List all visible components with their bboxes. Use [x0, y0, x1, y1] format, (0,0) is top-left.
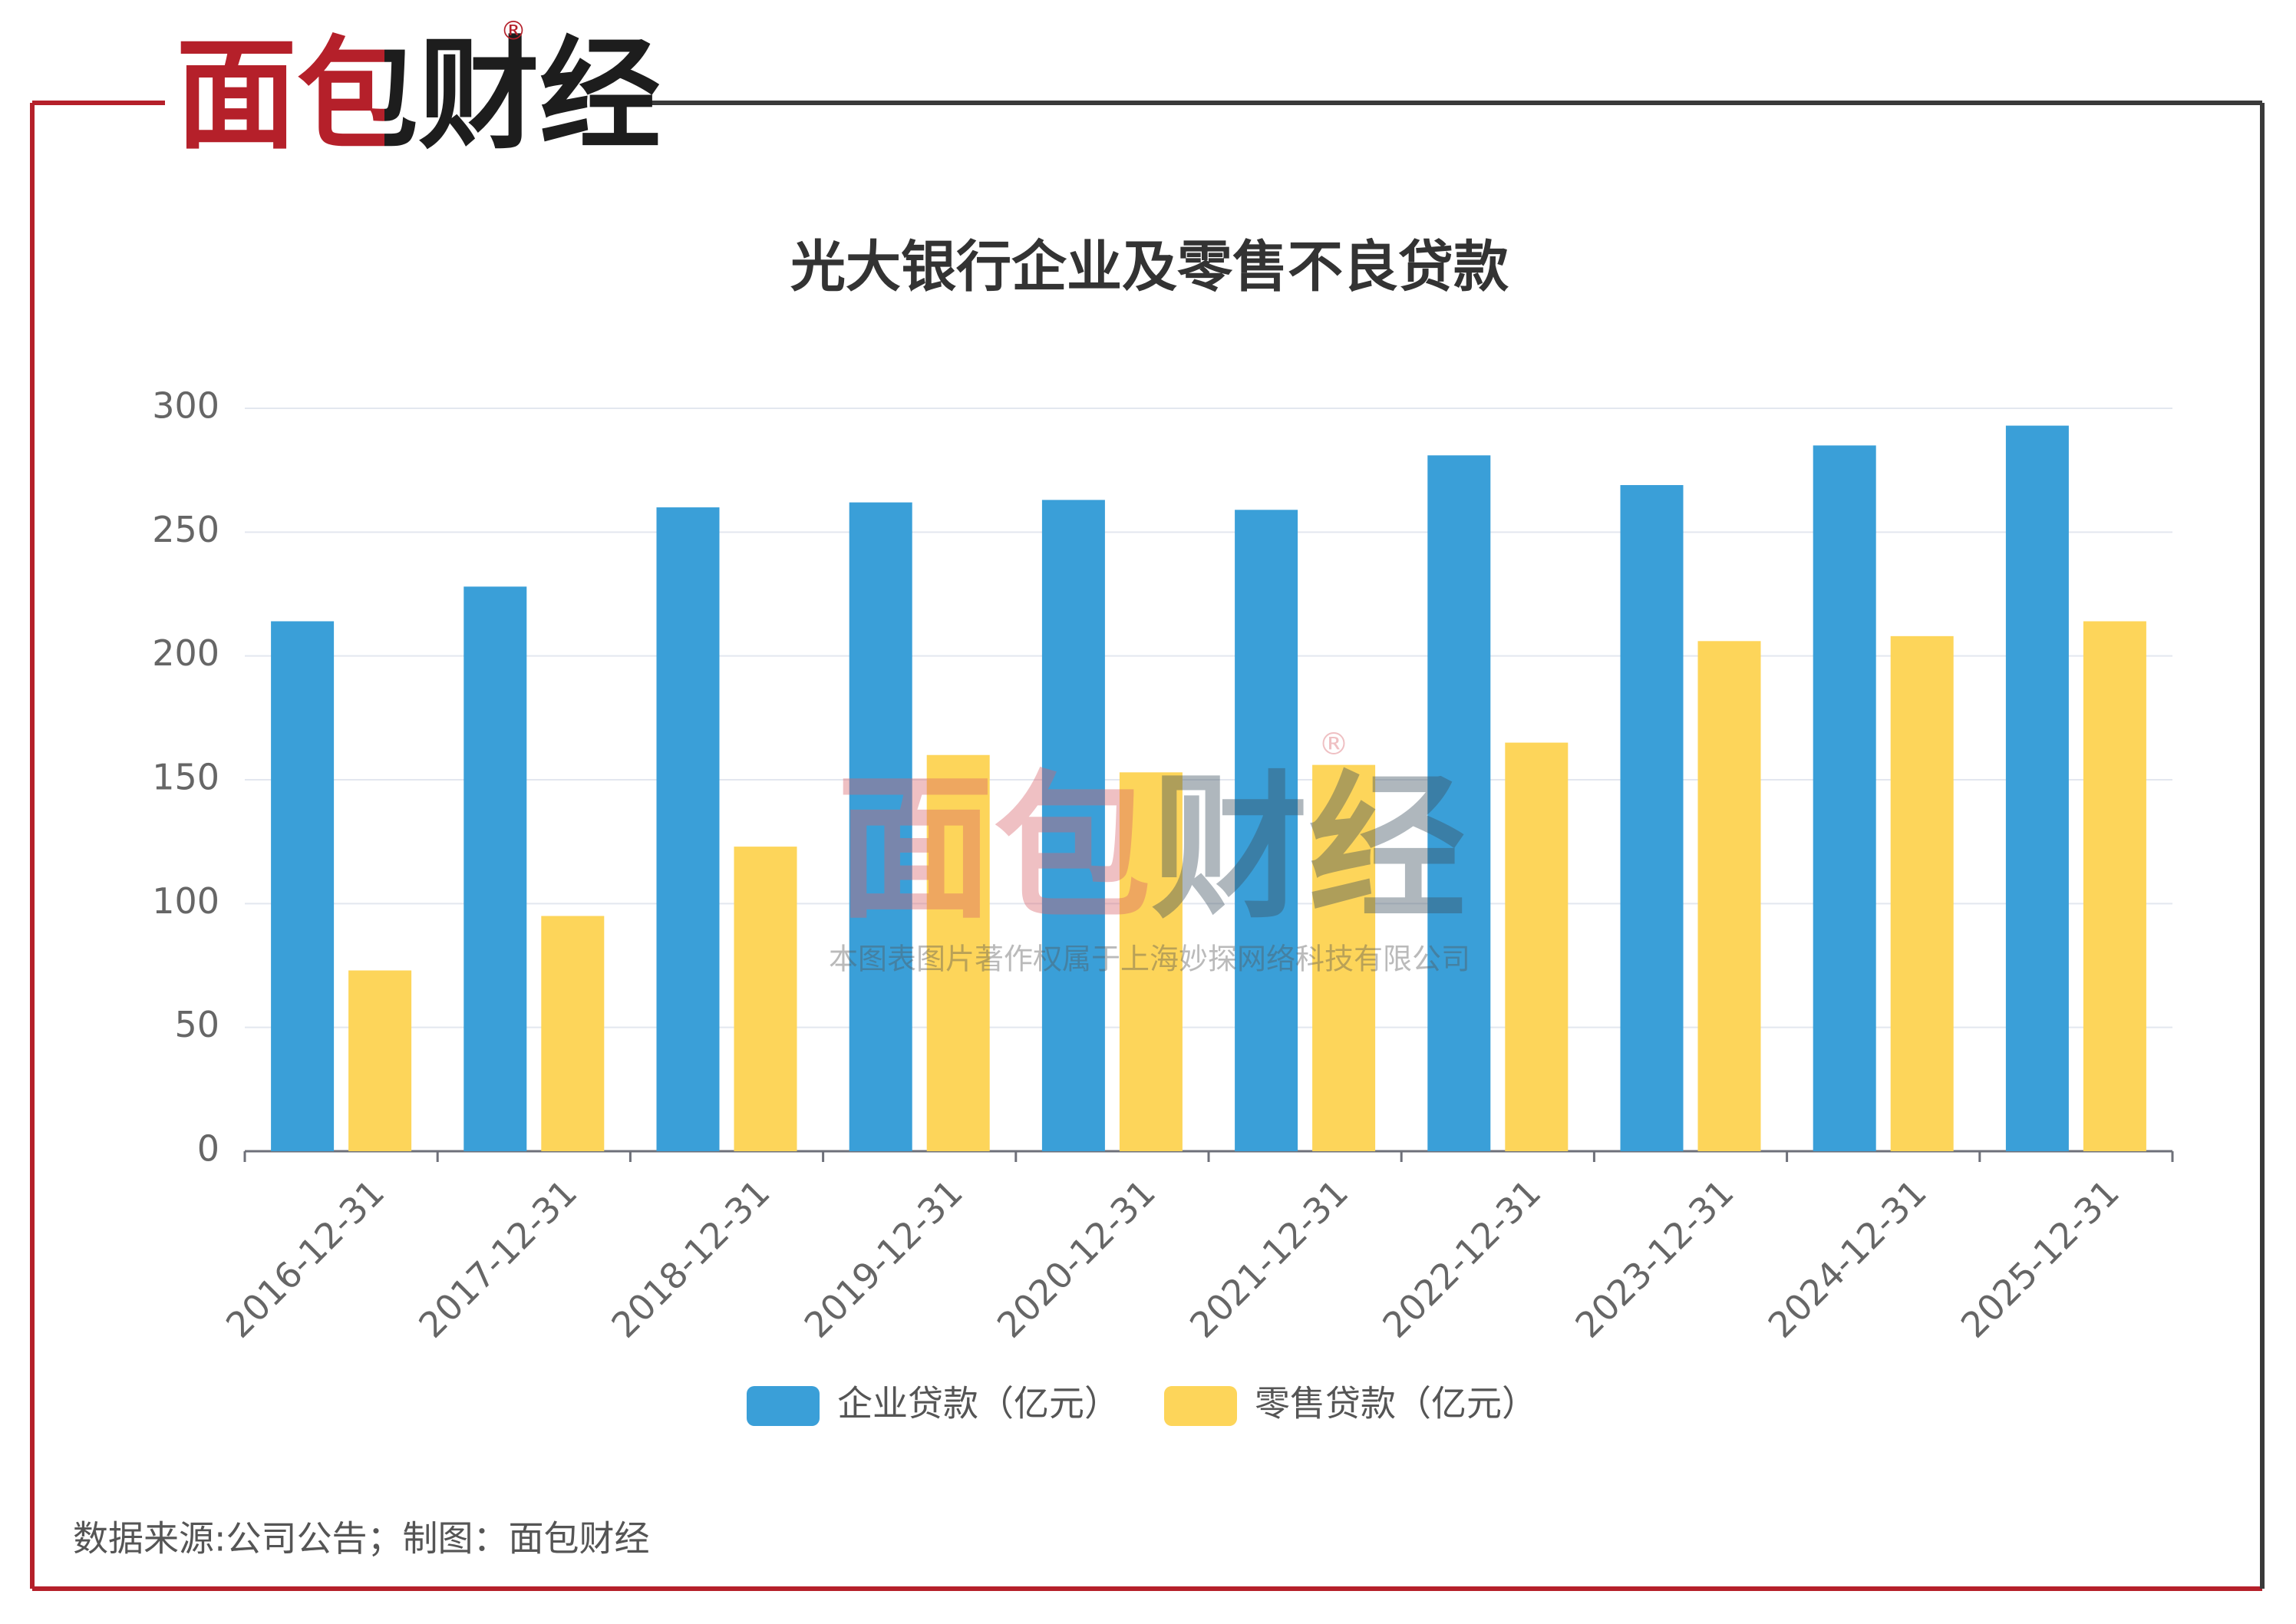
- watermark: 面包财经 ® 本图表图片著作权属于上海妙探网络科技有限公司: [829, 727, 1470, 976]
- bar: [1312, 764, 1376, 1151]
- y-tick-label: 150: [152, 757, 219, 798]
- legend-swatch: [1164, 1386, 1237, 1426]
- bar: [1427, 455, 1491, 1151]
- bar: [541, 916, 605, 1151]
- bar: [2005, 425, 2069, 1151]
- bar: [656, 507, 720, 1151]
- y-tick-label: 250: [152, 509, 219, 550]
- bar: [1813, 445, 1876, 1151]
- y-tick-label: 50: [174, 1004, 219, 1045]
- logo-mark: ®: [500, 16, 526, 47]
- y-tick-label: 300: [152, 385, 219, 427]
- legend-label: 企业贷款（亿元）: [837, 1383, 1120, 1424]
- bar: [2083, 621, 2146, 1151]
- bar: [849, 502, 912, 1151]
- y-tick-label: 100: [152, 880, 219, 922]
- y-tick-label: 200: [152, 632, 219, 674]
- logo: 面包财经: [176, 25, 661, 166]
- bar: [1041, 500, 1105, 1151]
- bar: [1505, 742, 1569, 1151]
- bar: [463, 586, 527, 1151]
- y-tick-label: 0: [197, 1128, 219, 1170]
- watermark-text: 本图表图片著作权属于上海妙探网络科技有限公司: [829, 942, 1470, 976]
- legend-label: 零售贷款（亿元）: [1255, 1383, 1537, 1424]
- watermark-mark: ®: [1318, 727, 1349, 762]
- legend-swatch: [747, 1386, 820, 1426]
- bar: [1890, 635, 1954, 1151]
- bar: [1235, 510, 1298, 1151]
- bar: [926, 754, 990, 1151]
- bar: [1620, 485, 1684, 1151]
- bar: [1119, 772, 1183, 1151]
- watermark-logo: 面包财经: [836, 758, 1466, 940]
- bar: [1697, 641, 1761, 1151]
- bar: [348, 970, 412, 1151]
- bar: [734, 847, 797, 1151]
- chart-title: 光大银行企业及零售不良贷款: [790, 235, 1509, 299]
- bar: [271, 621, 335, 1151]
- frame: [30, 101, 2265, 1591]
- source-note: 数据来源:公司公告；制图：面包财经: [73, 1518, 650, 1560]
